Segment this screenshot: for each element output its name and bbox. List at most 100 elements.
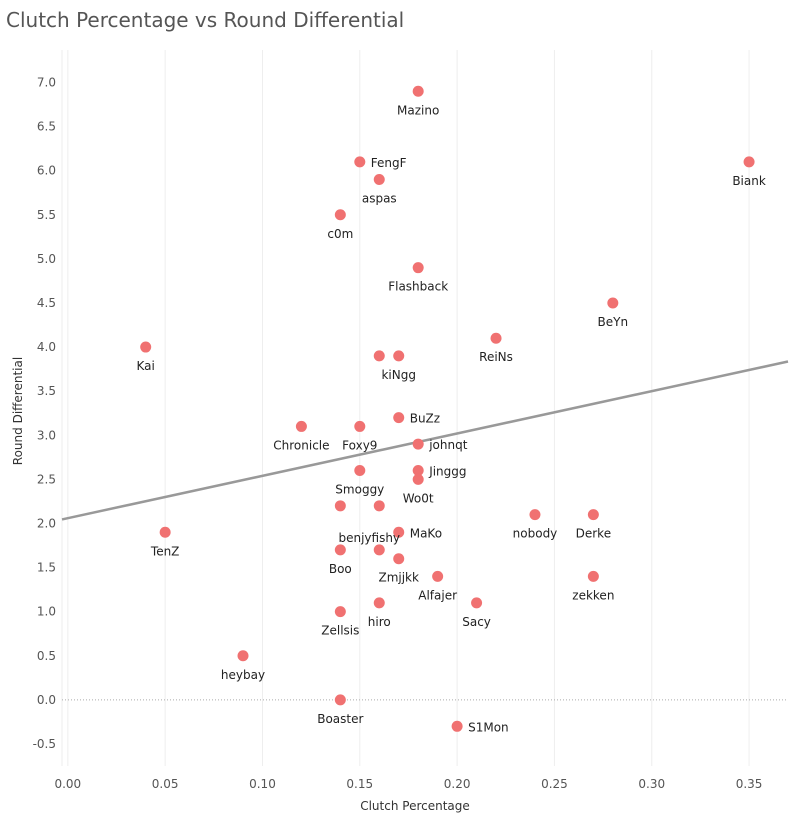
data-point bbox=[743, 156, 755, 168]
data-point bbox=[412, 473, 424, 485]
point-label: aspas bbox=[362, 191, 397, 205]
x-tick-label: 0.15 bbox=[346, 777, 373, 791]
x-tick-label: 0.35 bbox=[736, 777, 763, 791]
data-point bbox=[471, 597, 483, 609]
data-point bbox=[159, 526, 171, 538]
data-point bbox=[334, 209, 346, 221]
trend-line bbox=[61, 360, 789, 521]
point-label: Alfajer bbox=[418, 588, 457, 602]
data-point bbox=[432, 570, 444, 582]
y-tick-label: 1.0 bbox=[37, 605, 56, 619]
point-label: Foxy9 bbox=[342, 438, 377, 452]
y-tick-label: 2.5 bbox=[37, 472, 56, 486]
y-tick-label: 0.0 bbox=[37, 693, 56, 707]
point-label: Biank bbox=[732, 174, 766, 188]
data-point bbox=[412, 465, 424, 477]
point-label: Jinggg bbox=[428, 465, 466, 479]
data-point bbox=[334, 544, 346, 556]
data-point bbox=[451, 720, 463, 732]
data-point bbox=[412, 262, 424, 274]
data-points bbox=[140, 85, 755, 732]
y-tick-label: 0.5 bbox=[37, 649, 56, 663]
point-label: c0m bbox=[327, 227, 353, 241]
point-label: Zellsis bbox=[321, 624, 359, 638]
data-point bbox=[412, 438, 424, 450]
point-label: Kai bbox=[137, 359, 155, 373]
y-tick-label: -0.5 bbox=[33, 737, 56, 751]
point-label: BuZz bbox=[410, 412, 440, 426]
y-axis-ticks: -0.5 0.0 0.5 1.0 1.5 2.0 2.5 3.0 3.5 4.0 4.5 5.0 5.5… bbox=[33, 75, 56, 750]
data-point bbox=[529, 509, 541, 521]
data-point bbox=[334, 500, 346, 512]
point-label: Chronicle bbox=[273, 438, 329, 452]
data-point bbox=[393, 412, 405, 424]
y-tick-label: 2.0 bbox=[37, 516, 56, 530]
point-label: Mazino bbox=[397, 103, 439, 117]
point-label: Flashback bbox=[388, 280, 448, 294]
y-tick-label: 4.0 bbox=[37, 340, 56, 354]
point-label: nobody bbox=[513, 527, 558, 541]
data-point bbox=[393, 526, 405, 538]
data-point bbox=[490, 332, 502, 344]
data-point bbox=[587, 509, 599, 521]
data-point bbox=[607, 297, 619, 309]
data-point bbox=[373, 597, 385, 609]
y-tick-label: 6.0 bbox=[37, 164, 56, 178]
x-tick-label: 0.05 bbox=[152, 777, 179, 791]
point-label: johnqt bbox=[428, 438, 468, 452]
point-labels: Mazino FengF Biank aspas c0m Flashback BeYn Rei… bbox=[137, 103, 766, 734]
point-label: benjyfishy bbox=[338, 531, 400, 545]
y-tick-label: 5.0 bbox=[37, 252, 56, 266]
point-label: Wo0t bbox=[403, 491, 434, 505]
x-tick-label: 0.30 bbox=[638, 777, 665, 791]
data-point bbox=[373, 544, 385, 556]
y-tick-label: 1.5 bbox=[37, 561, 56, 575]
point-label: zekken bbox=[572, 588, 614, 602]
data-point bbox=[140, 341, 152, 353]
point-label: hiro bbox=[368, 615, 391, 629]
point-label: TenZ bbox=[150, 544, 180, 558]
y-tick-label: 7.0 bbox=[37, 75, 56, 89]
point-label: Zmjjkk bbox=[378, 571, 419, 585]
data-point bbox=[354, 420, 366, 432]
data-point bbox=[412, 85, 424, 97]
x-tick-label: 0.00 bbox=[54, 777, 81, 791]
x-tick-label: 0.10 bbox=[249, 777, 276, 791]
point-label: BeYn bbox=[598, 315, 629, 329]
point-label: heybay bbox=[221, 668, 265, 682]
y-axis-title: Round Differential bbox=[11, 357, 25, 465]
point-label: kiNgg bbox=[381, 368, 416, 382]
y-tick-label: 3.5 bbox=[37, 384, 56, 398]
point-label: MaKo bbox=[410, 526, 442, 540]
x-axis-title: Clutch Percentage bbox=[360, 799, 470, 813]
data-point bbox=[295, 420, 307, 432]
point-label: Boaster bbox=[317, 712, 363, 726]
grid-lines bbox=[61, 50, 750, 766]
data-point bbox=[354, 465, 366, 477]
y-tick-label: 3.0 bbox=[37, 428, 56, 442]
x-tick-label: 0.25 bbox=[541, 777, 568, 791]
point-label: Derke bbox=[576, 527, 611, 541]
x-axis-ticks: 0.00 0.05 0.10 0.15 0.20 0.25 0.30 0.35 bbox=[54, 777, 762, 791]
point-label: S1Mon bbox=[468, 720, 509, 734]
y-tick-label: 5.5 bbox=[37, 208, 56, 222]
data-point bbox=[373, 500, 385, 512]
point-label: ReiNs bbox=[479, 350, 513, 364]
chart-title: Clutch Percentage vs Round Differential bbox=[6, 8, 405, 32]
data-point bbox=[393, 350, 405, 362]
x-tick-label: 0.20 bbox=[444, 777, 471, 791]
data-point bbox=[354, 156, 366, 168]
y-tick-label: 4.5 bbox=[37, 296, 56, 310]
data-point bbox=[373, 350, 385, 362]
point-label: Sacy bbox=[462, 615, 491, 629]
data-point bbox=[334, 694, 346, 706]
data-point bbox=[237, 650, 249, 662]
point-label: Smoggy bbox=[335, 483, 384, 497]
data-point bbox=[587, 570, 599, 582]
data-point bbox=[393, 553, 405, 565]
data-point bbox=[373, 173, 385, 185]
point-label: FengF bbox=[371, 156, 407, 170]
point-label: Boo bbox=[329, 562, 352, 576]
data-point bbox=[334, 606, 346, 618]
